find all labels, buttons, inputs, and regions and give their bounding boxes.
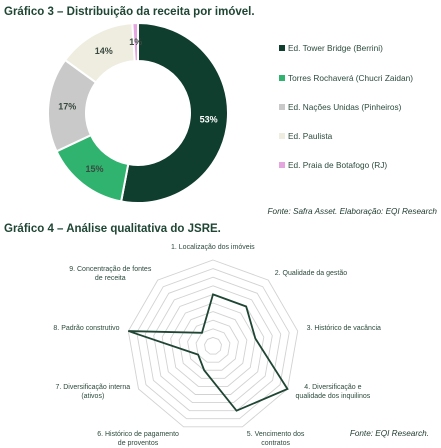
radar-axis-label: 9. Concentração de fontes de receita <box>69 266 152 282</box>
legend-swatch <box>279 45 285 51</box>
legend-swatch <box>279 133 285 139</box>
donut-source-note: Fonte: Safra Asset. Elaboração: EQI Rese… <box>267 207 437 216</box>
radar-series-line <box>128 293 289 412</box>
donut-slice-label: 14% <box>95 46 113 56</box>
radar-grid-ring <box>204 336 222 355</box>
donut-slice-label: 15% <box>85 164 103 174</box>
legend-swatch <box>279 75 285 81</box>
legend-label: Ed. Nações Unidas (Pinheiros) <box>288 102 402 112</box>
radar-axis-label: 2. Qualidade da gestão <box>274 270 348 278</box>
radar-axis-label: 1. Localização dos imóveis <box>171 244 255 251</box>
radar-axis-label: 3. Histórico de vacância <box>306 325 381 333</box>
radar-grid-ring <box>153 285 273 404</box>
radar-axis-label: 5. Vencimento dos contratos <box>246 431 305 447</box>
donut-slice-label: 1% <box>129 37 142 47</box>
radar-grid-ring <box>195 328 231 363</box>
donut-slice <box>119 21 229 204</box>
radar-grid-ring <box>161 293 265 395</box>
donut-slice-label: 17% <box>58 101 76 111</box>
radar-grid-ring <box>127 259 299 428</box>
legend-item: Ed. Nações Unidas (Pinheiros) <box>279 102 438 112</box>
legend-label: Ed. Tower Bridge (Berrini) <box>288 43 383 53</box>
legend-label: Ed. Paulista <box>288 131 333 141</box>
radar-grid-ring <box>136 268 290 420</box>
legend-item: Torres Rochaverá (Chucri Zaidan) <box>279 73 438 83</box>
radar-axis-label: 7. Diversificação interna (ativos) <box>55 384 131 400</box>
donut-chart-title: Gráfico 3 – Distribuição da receita por … <box>4 6 255 18</box>
radar-grid-ring <box>187 319 239 371</box>
legend-item: Ed. Praia de Botafogo (RJ) <box>279 160 438 170</box>
legend-item: Ed. Tower Bridge (Berrini) <box>279 43 438 53</box>
donut-chart: 53% 15% 17% 14% 1% <box>47 21 229 204</box>
radar-axis-label: 4. Diversificação e qualidade dos inquili… <box>295 384 371 400</box>
radar-chart <box>127 259 299 428</box>
legend-item: Ed. Paulista <box>279 131 438 141</box>
radar-grid-ring <box>144 276 282 412</box>
radar-source-note: Fonte: EQI Research. <box>349 429 429 438</box>
radar-axis-label: 8. Padrão construtivo <box>53 325 120 333</box>
legend-swatch <box>279 104 285 110</box>
legend-swatch <box>279 162 285 168</box>
donut-slice <box>131 21 139 63</box>
radar-chart-title: Gráfico 4 – Análise qualitativa do JSRE. <box>4 223 221 235</box>
legend-label: Torres Rochaverá (Chucri Zaidan) <box>288 73 413 83</box>
legend-label: Ed. Praia de Botafogo (RJ) <box>288 160 388 170</box>
donut-slice-label: 53% <box>200 115 218 125</box>
radar-grid-ring <box>178 311 248 379</box>
radar-grid-ring <box>170 302 256 387</box>
radar-axis-label: 6. Histórico de pagamento de proventos <box>97 431 179 447</box>
